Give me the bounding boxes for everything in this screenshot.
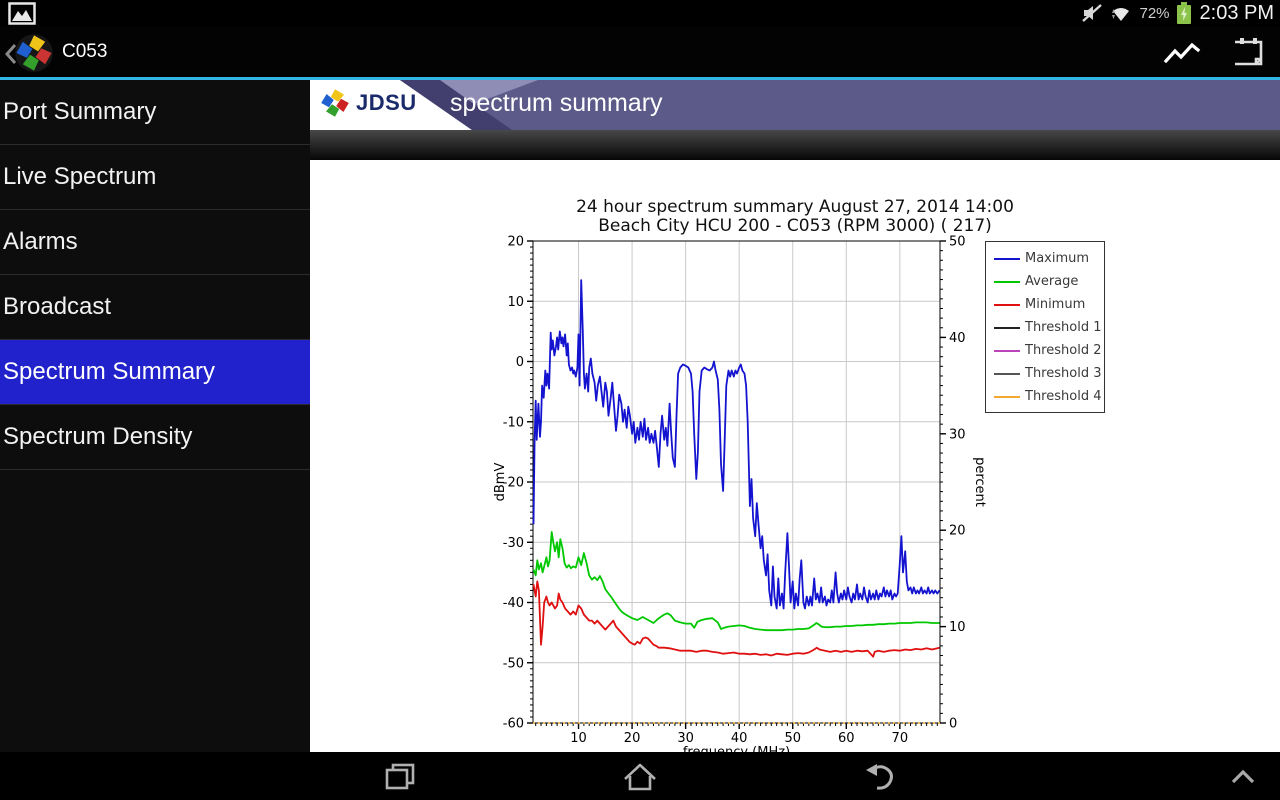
- svg-text:-50: -50: [503, 656, 524, 671]
- back-button[interactable]: [848, 760, 912, 794]
- svg-text:70: 70: [892, 731, 909, 746]
- legend-swatch: [994, 395, 1020, 398]
- legend-swatch: [994, 372, 1020, 375]
- legend-label: Minimum: [1025, 297, 1086, 312]
- home-button[interactable]: [608, 760, 672, 794]
- svg-text:-20: -20: [503, 476, 524, 491]
- legend-entry-threshold-2: Threshold 2: [994, 339, 1102, 362]
- recents-button[interactable]: [368, 760, 432, 794]
- legend-label: Threshold 1: [1025, 320, 1102, 335]
- legend-swatch: [994, 303, 1020, 306]
- legend-swatch: [994, 257, 1020, 260]
- page-title: C053: [62, 41, 108, 62]
- hide-navbar-button[interactable]: [1218, 760, 1268, 794]
- svg-text:frequency (MHz): frequency (MHz): [683, 745, 790, 755]
- calendar-icon[interactable]: [1230, 37, 1266, 69]
- chart-legend: Maximum Average Minimum Threshold 1 Threshol…: [985, 241, 1105, 413]
- battery-percent: 72%: [1139, 4, 1170, 22]
- chart-title-line2: Beach City HCU 200 - C053 (RPM 3000) ( 2…: [598, 216, 992, 236]
- svg-text:50: 50: [949, 235, 966, 250]
- svg-text:10: 10: [949, 620, 966, 635]
- series-average: [532, 531, 940, 632]
- sidebar-item-spectrum-summary[interactable]: Spectrum Summary: [0, 340, 310, 405]
- recents-icon: [385, 763, 415, 790]
- svg-text:30: 30: [677, 731, 694, 746]
- navigation-drawer: Port Summary Live Spectrum Alarms Broadcast…: [0, 80, 311, 752]
- svg-text:20: 20: [507, 235, 524, 250]
- svg-text:40: 40: [731, 731, 748, 746]
- sidebar-item-port-summary[interactable]: Port Summary: [0, 80, 310, 145]
- legend-label: Average: [1025, 274, 1079, 289]
- svg-text:20: 20: [624, 731, 641, 746]
- sidebar-item-alarms[interactable]: Alarms: [0, 210, 310, 275]
- svg-text:-30: -30: [503, 536, 524, 551]
- svg-text:-10: -10: [503, 415, 524, 430]
- svg-text:20: 20: [949, 524, 966, 539]
- svg-text:0: 0: [949, 717, 957, 732]
- legend-label: Threshold 2: [1025, 343, 1102, 358]
- svg-text:-60: -60: [503, 717, 524, 732]
- status-bar: 72% 2:03 PM: [0, 0, 1280, 26]
- svg-text:0: 0: [516, 355, 524, 370]
- mute-icon: [1082, 4, 1103, 22]
- legend-swatch: [994, 349, 1020, 352]
- app-bar: C053: [0, 26, 1280, 77]
- svg-text:30: 30: [949, 427, 966, 442]
- legend-entry-threshold-4: Threshold 4: [994, 385, 1102, 408]
- jdsu-pinwheel-icon: [321, 89, 349, 117]
- section-title: spectrum summary: [450, 89, 663, 117]
- svg-text:dBmV: dBmV: [493, 463, 508, 502]
- legend-entry-minimum: Minimum: [994, 293, 1100, 316]
- legend-swatch: [994, 326, 1020, 329]
- screenshot-notification[interactable]: [8, 2, 36, 30]
- series-minimum: [532, 580, 940, 658]
- system-navigation-bar: [0, 752, 1280, 800]
- clock: 2:03 PM: [1199, 1, 1274, 24]
- content-pane: JDSU spectrum summary 24 hour spectrum s…: [310, 80, 1280, 755]
- legend-label: Threshold 3: [1025, 366, 1102, 381]
- wifi-icon: [1112, 8, 1130, 21]
- back-icon: [866, 764, 893, 790]
- legend-entry-threshold-1: Threshold 1: [994, 316, 1102, 339]
- chart-title-line1: 24 hour spectrum summary August 27, 2014…: [576, 197, 1014, 217]
- legend-swatch: [994, 280, 1020, 283]
- legend-entry-maximum: Maximum: [994, 247, 1100, 270]
- svg-text:60: 60: [838, 731, 855, 746]
- svg-text:10: 10: [507, 295, 524, 310]
- jdsu-pinwheel-icon[interactable]: [14, 33, 54, 73]
- chevron-left-icon[interactable]: [4, 42, 18, 66]
- jdsu-logo: JDSU: [320, 88, 417, 118]
- brand-name: JDSU: [356, 90, 417, 115]
- status-indicators: 72% 2:03 PM: [1081, 0, 1274, 26]
- svg-text:50: 50: [784, 731, 801, 746]
- legend-entry-threshold-3: Threshold 3: [994, 362, 1102, 385]
- chart-title: 24 hour spectrum summary August 27, 2014…: [510, 198, 1080, 236]
- action-bar-accent-line: [0, 77, 1280, 80]
- sidebar-item-live-spectrum[interactable]: Live Spectrum: [0, 145, 310, 210]
- collapse-icon: [1231, 769, 1255, 784]
- svg-text:-40: -40: [503, 596, 524, 611]
- spectrum-chart[interactable]: 10 20 30 40 50 60 70 20 10 0 -10 -20 -30 -40 -50 -60 50 4…: [490, 235, 990, 755]
- svg-text:40: 40: [949, 331, 966, 346]
- section-banner: JDSU spectrum summary: [310, 80, 1280, 130]
- sidebar-item-spectrum-density[interactable]: Spectrum Density: [0, 405, 310, 470]
- legend-label: Maximum: [1025, 251, 1090, 266]
- picture-icon: [8, 2, 36, 25]
- banner-shadow-strip: [310, 130, 1280, 160]
- svg-text:percent: percent: [972, 457, 987, 507]
- legend-entry-average: Average: [994, 270, 1100, 293]
- legend-label: Threshold 4: [1025, 389, 1102, 404]
- svg-text:10: 10: [570, 731, 587, 746]
- home-icon: [624, 763, 656, 791]
- trend-chart-icon[interactable]: [1160, 39, 1204, 67]
- series-maximum: [532, 279, 941, 610]
- battery-icon: [1176, 2, 1191, 24]
- sidebar-item-broadcast[interactable]: Broadcast: [0, 275, 310, 340]
